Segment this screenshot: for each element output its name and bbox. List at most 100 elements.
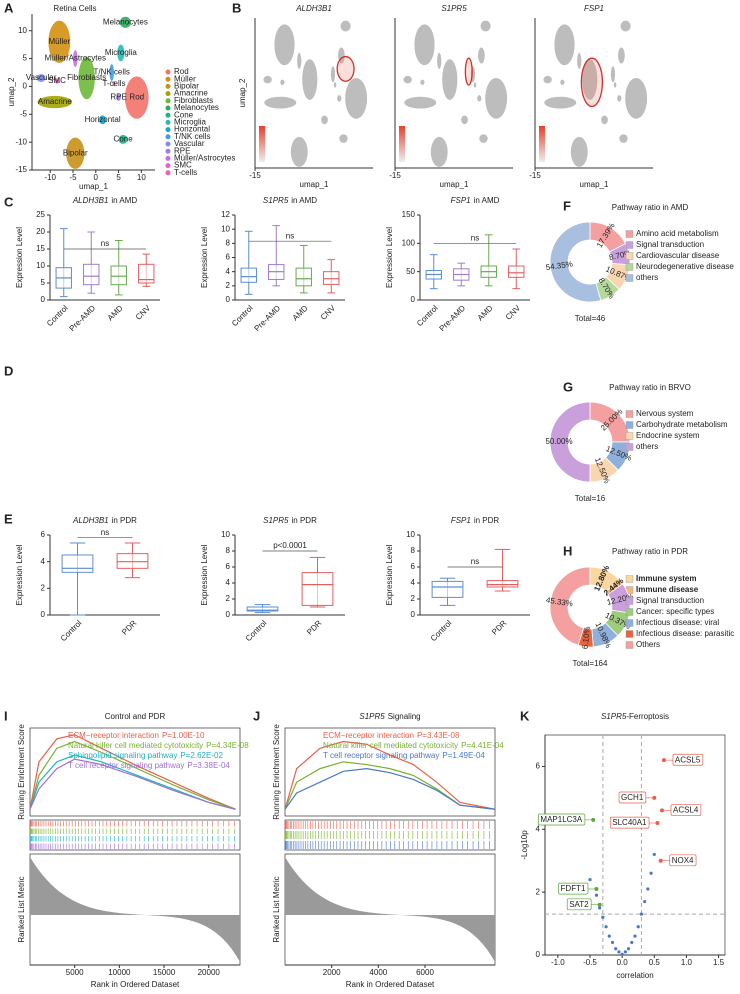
highlight-circle: [464, 57, 473, 86]
y-axis-label: Running Enrichment Score: [17, 724, 26, 820]
x-tick-label: -15: [529, 171, 541, 180]
legend-label: Microglia: [174, 118, 207, 127]
panel-letter: A: [4, 0, 14, 15]
x-axis-label: umap_1: [440, 180, 469, 189]
box: [83, 263, 100, 286]
y-axis-label: Ranked List Metric: [272, 876, 281, 942]
y-tick-label: 4: [226, 578, 231, 587]
legend-swatch: [625, 263, 634, 271]
legend-swatch: [625, 432, 634, 440]
significance-label: p<0.0001: [273, 541, 307, 550]
title-text: in AMD: [474, 196, 500, 205]
donut-segment: [549, 401, 591, 483]
point: [623, 950, 627, 954]
x-tick-label: Control: [59, 618, 84, 643]
box: [61, 554, 94, 573]
colorbar: [259, 126, 265, 162]
title-text: in PDR: [112, 516, 138, 525]
y-tick-label: 50: [406, 267, 415, 276]
cluster-label: Müller: [48, 37, 70, 46]
gene-label: MAP1LC3A: [540, 815, 582, 824]
x-axis-label: umap_1: [79, 182, 108, 191]
legend-label: T-cells: [174, 168, 197, 177]
significance-label: ns: [101, 239, 109, 248]
x-tick-label: 1.5: [713, 958, 725, 967]
y-tick-label: 8: [411, 546, 416, 555]
cluster: [73, 50, 78, 67]
legend-label: Others: [636, 640, 660, 649]
box: [295, 267, 312, 287]
legend-label: Immune system: [636, 574, 696, 583]
point: [617, 950, 621, 954]
legend-swatch: [625, 575, 634, 583]
gene-label: ACSL5: [675, 755, 701, 764]
cluster: [119, 16, 131, 28]
legend-label: Infectious disease: viral: [636, 618, 719, 627]
y-tick-label: 150: [402, 210, 416, 219]
series-name: T cell receptor signaling pathway: [68, 761, 184, 770]
box: [323, 271, 340, 285]
gene-label-box: [558, 882, 589, 895]
x-tick-label: AMD: [291, 303, 310, 322]
cluster: [404, 96, 437, 109]
chart-title: S1PR5 in PDR: [263, 516, 317, 525]
y-tick-label: -15: [15, 165, 27, 174]
y-tick-label: 0: [41, 610, 46, 619]
ranked-metric: [285, 857, 495, 962]
legend-label: Endocrine system: [636, 431, 700, 440]
y-tick-label: 0: [226, 295, 231, 304]
box: [431, 580, 464, 598]
cluster: [333, 82, 337, 88]
point: [630, 940, 634, 945]
cluster: [264, 96, 297, 109]
legend-label: Signal transduction: [636, 240, 704, 249]
title-gene: ALDH3B1: [72, 516, 109, 525]
chart-title: FSP1 in PDR: [451, 516, 500, 525]
panel-frame: [284, 819, 496, 851]
x-tick-label: Control: [230, 303, 255, 328]
y-tick-label: 2: [226, 281, 231, 290]
y-tick-label: 10: [221, 530, 230, 539]
cluster: [442, 59, 458, 100]
box: [240, 267, 257, 283]
x-tick-label: Control: [244, 618, 269, 643]
series-p: P=4.41E-04: [461, 741, 504, 750]
y-axis-label: umap_2: [238, 78, 247, 107]
panel-frame: [544, 734, 726, 956]
gene-label: SAT2: [569, 900, 589, 909]
point: [604, 925, 608, 929]
legend-swatch: [625, 421, 634, 429]
cluster-label: SMC: [48, 76, 66, 85]
x-tick-label: AMD: [106, 303, 125, 322]
point: [646, 887, 650, 891]
box: [486, 580, 519, 588]
cluster: [54, 78, 60, 84]
legend-swatch: [165, 69, 171, 75]
y-tick-label: 10: [221, 224, 230, 233]
x-axis-label: correlation: [616, 971, 653, 980]
cluster: [544, 96, 577, 109]
legend-label: Infectious disease: parasitic: [636, 629, 734, 638]
title-text: -Ferroptosis: [626, 712, 669, 721]
title-text: in AMD: [111, 196, 137, 205]
cluster-label: Vascular: [26, 73, 57, 82]
legend-swatch: [625, 230, 634, 238]
y-tick-label: 8: [226, 238, 231, 247]
cluster: [543, 75, 552, 84]
legend-swatch: [165, 170, 171, 176]
panel-letter: C: [4, 194, 14, 209]
enrichment-line: [284, 768, 496, 810]
y-axis-label: Expression Level: [15, 544, 24, 605]
y-tick-label: 10: [18, 26, 27, 35]
y-tick-label: 6: [411, 562, 416, 571]
legend-swatch: [625, 630, 634, 638]
chart-title: ALDH3B1 in AMD: [72, 196, 138, 205]
legend-label: Fibroblasts: [174, 96, 213, 105]
series-label: T cell receptor signaling pathway P=3.38E…: [68, 761, 230, 770]
colorbar: [539, 126, 545, 162]
cluster: [577, 52, 582, 69]
panel-frame: [284, 727, 496, 817]
cluster: [263, 75, 272, 84]
point: [594, 893, 599, 897]
